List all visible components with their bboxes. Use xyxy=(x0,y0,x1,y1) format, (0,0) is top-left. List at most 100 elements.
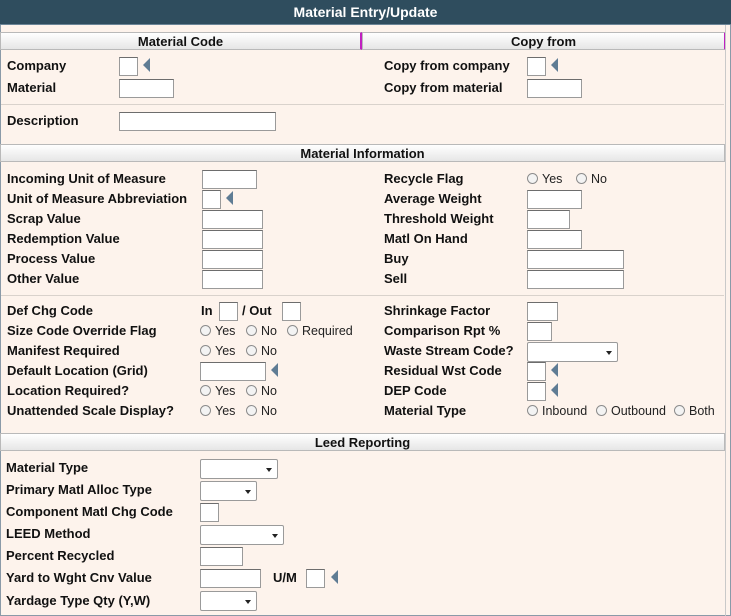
redemption-value-input[interactable] xyxy=(202,230,263,249)
incoming-uom-input[interactable] xyxy=(202,170,257,189)
inbound-label: Inbound xyxy=(542,404,588,418)
buy-input[interactable] xyxy=(527,250,624,269)
primary-alloc-label: Primary Matl Alloc Type xyxy=(6,482,152,497)
location-yes-radio[interactable]: Yes xyxy=(200,384,235,398)
radio-icon[interactable] xyxy=(200,345,211,356)
average-weight-input[interactable] xyxy=(527,190,582,209)
chevron-down-icon xyxy=(245,490,251,494)
manifest-required-label: Manifest Required xyxy=(7,343,120,358)
radio-icon[interactable] xyxy=(246,405,257,416)
no-label: No xyxy=(261,384,277,398)
threshold-weight-input[interactable] xyxy=(527,210,570,229)
dep-code-label: DEP Code xyxy=(384,383,447,398)
scrap-value-input[interactable] xyxy=(202,210,263,229)
radio-icon[interactable] xyxy=(246,345,257,356)
location-no-radio[interactable]: No xyxy=(246,384,277,398)
material-input[interactable] xyxy=(119,79,174,98)
manifest-no-radio[interactable]: No xyxy=(246,344,277,358)
radio-icon[interactable] xyxy=(674,405,685,416)
shrinkage-factor-label: Shrinkage Factor xyxy=(384,303,491,318)
radio-icon[interactable] xyxy=(576,173,587,184)
chevron-down-icon xyxy=(245,600,251,604)
unattended-no-radio[interactable]: No xyxy=(246,404,277,418)
size-override-no-radio[interactable]: No xyxy=(246,324,277,338)
yard-to-wght-input[interactable] xyxy=(200,569,261,588)
radio-icon[interactable] xyxy=(287,325,298,336)
leed-method-select[interactable] xyxy=(200,525,284,545)
radio-icon[interactable] xyxy=(246,325,257,336)
radio-icon[interactable] xyxy=(200,385,211,396)
description-input[interactable] xyxy=(119,112,276,131)
recycle-flag-label: Recycle Flag xyxy=(384,171,464,186)
scrap-value-label: Scrap Value xyxy=(7,211,81,226)
section-copy-from: Copy from xyxy=(362,32,726,50)
residual-wst-code-input[interactable] xyxy=(527,362,546,381)
yard-to-wght-label: Yard to Wght Cnv Value xyxy=(6,570,152,585)
manifest-yes-radio[interactable]: Yes xyxy=(200,344,235,358)
company-lookup-icon[interactable] xyxy=(143,58,150,72)
size-override-required-radio[interactable]: Required xyxy=(287,324,353,338)
comparison-rpt-label: Comparison Rpt % xyxy=(384,323,501,338)
yes-label: Yes xyxy=(215,384,236,398)
um-input[interactable] xyxy=(306,569,325,588)
company-input[interactable] xyxy=(119,57,138,76)
location-required-label: Location Required? xyxy=(7,383,130,398)
unattended-yes-radio[interactable]: Yes xyxy=(200,404,235,418)
other-value-label: Other Value xyxy=(7,271,80,286)
matl-on-hand-input[interactable] xyxy=(527,230,582,249)
material-type-label: Material Type xyxy=(384,403,467,418)
sell-label: Sell xyxy=(384,271,408,286)
recycle-yes-radio[interactable]: Yes xyxy=(527,172,562,186)
out-label: / Out xyxy=(242,303,272,318)
material-label: Material xyxy=(7,80,57,95)
yes-label: Yes xyxy=(542,172,563,186)
radio-icon[interactable] xyxy=(200,325,211,336)
dep-lookup-icon[interactable] xyxy=(551,383,558,397)
def-chg-in-input[interactable] xyxy=(219,302,238,321)
no-label: No xyxy=(591,172,607,186)
threshold-weight-label: Threshold Weight xyxy=(384,211,494,226)
uom-lookup-icon[interactable] xyxy=(226,191,233,205)
dep-code-input[interactable] xyxy=(527,382,546,401)
percent-recycled-input[interactable] xyxy=(200,547,243,566)
yes-label: Yes xyxy=(215,344,236,358)
sell-input[interactable] xyxy=(527,270,624,289)
leed-material-type-select[interactable] xyxy=(200,459,278,479)
component-chg-input[interactable] xyxy=(200,503,219,522)
yardage-type-select[interactable] xyxy=(200,591,257,611)
copy-company-lookup-icon[interactable] xyxy=(551,58,558,72)
type-inbound-radio[interactable]: Inbound xyxy=(527,404,587,418)
recycle-no-radio[interactable]: No xyxy=(576,172,607,186)
default-location-label: Default Location (Grid) xyxy=(7,363,148,378)
other-value-input[interactable] xyxy=(202,270,263,289)
section-material-information: Material Information xyxy=(0,144,725,162)
type-both-radio[interactable]: Both xyxy=(674,404,715,418)
radio-icon[interactable] xyxy=(527,405,538,416)
um-lookup-icon[interactable] xyxy=(331,570,338,584)
company-label: Company xyxy=(7,58,67,73)
radio-icon[interactable] xyxy=(527,173,538,184)
copy-from-material-input[interactable] xyxy=(527,79,582,98)
location-lookup-icon[interactable] xyxy=(271,363,278,377)
def-chg-code-label: Def Chg Code xyxy=(7,303,93,318)
yes-label: Yes xyxy=(215,404,236,418)
incoming-uom-label: Incoming Unit of Measure xyxy=(7,171,166,186)
yardage-type-label: Yardage Type Qty (Y,W) xyxy=(6,593,151,608)
no-label: No xyxy=(261,324,277,338)
uom-abbrev-input[interactable] xyxy=(202,190,221,209)
type-outbound-radio[interactable]: Outbound xyxy=(596,404,666,418)
comparison-rpt-input[interactable] xyxy=(527,322,552,341)
def-chg-out-input[interactable] xyxy=(282,302,301,321)
size-override-yes-radio[interactable]: Yes xyxy=(200,324,235,338)
process-value-input[interactable] xyxy=(202,250,263,269)
residual-lookup-icon[interactable] xyxy=(551,363,558,377)
radio-icon[interactable] xyxy=(246,385,257,396)
shrinkage-factor-input[interactable] xyxy=(527,302,558,321)
radio-icon[interactable] xyxy=(200,405,211,416)
default-location-input[interactable] xyxy=(200,362,266,381)
waste-stream-code-select[interactable] xyxy=(527,342,618,362)
copy-from-company-input[interactable] xyxy=(527,57,546,76)
primary-alloc-select[interactable] xyxy=(200,481,257,501)
radio-icon[interactable] xyxy=(596,405,607,416)
